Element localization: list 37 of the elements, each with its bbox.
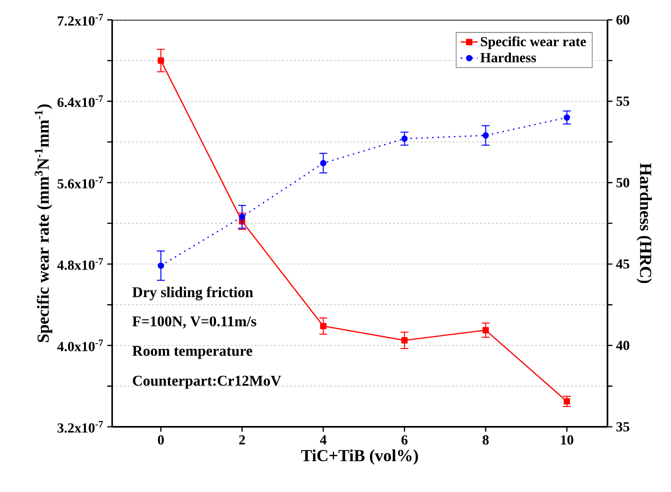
point <box>482 326 489 334</box>
y2-tick-label: 60 <box>616 15 630 24</box>
x-axis-title: TiC+TiB (vol%) <box>301 449 418 464</box>
point <box>320 322 326 330</box>
x-tick-label: 2 <box>239 435 245 444</box>
point <box>320 160 326 166</box>
annotation: Dry sliding friction <box>132 286 254 300</box>
y-tick-label: 7.2x10$^{-7}$ <box>58 14 103 26</box>
y-tick-label: 5.6x10$^{-7}$ <box>58 176 103 188</box>
y-tick-label: 4.8x10$^{-7}$ <box>57 258 103 270</box>
point <box>401 337 408 344</box>
y2-tick-label: 55 <box>616 96 630 106</box>
x-tick-label: 10 <box>561 435 574 444</box>
y2-tick-label: 45 <box>616 259 630 268</box>
y2-tick-label: 40 <box>616 340 630 350</box>
y2-tick-label: 35 <box>616 422 630 432</box>
y-tick-label: 4.0x10$^{-7}$ <box>57 339 103 352</box>
point <box>401 135 408 142</box>
y-tick-label: 3.2x10$^{-7}$ <box>58 420 103 433</box>
x-tick-label: 4 <box>320 435 326 444</box>
legend-label: Specific wear rate <box>480 36 586 49</box>
x-tick-label: 0 <box>158 435 164 444</box>
y-tick-label: 6.4x10$^{-7}$ <box>58 95 103 107</box>
y-axis-title: Specific wear rate (mm$^{3}$N$^{-1}$mm$^{-1}$) <box>34 104 52 342</box>
x-tick-label: 8 <box>482 435 489 444</box>
point <box>564 398 570 404</box>
point <box>158 262 164 269</box>
legend-label: Hardness <box>480 52 536 62</box>
point <box>482 132 489 138</box>
point <box>158 57 164 64</box>
point <box>564 114 570 121</box>
x-tick-label: 6 <box>401 435 408 444</box>
annotation: Counterpart:Cr12MoV <box>132 376 282 389</box>
annotation: Room temperature <box>132 346 252 359</box>
annotation: F=100N, V=0.11m/s <box>132 316 256 328</box>
y2-tick-label: 50 <box>616 178 630 188</box>
y2-axis-title: Hardness (HRC) <box>636 162 652 283</box>
